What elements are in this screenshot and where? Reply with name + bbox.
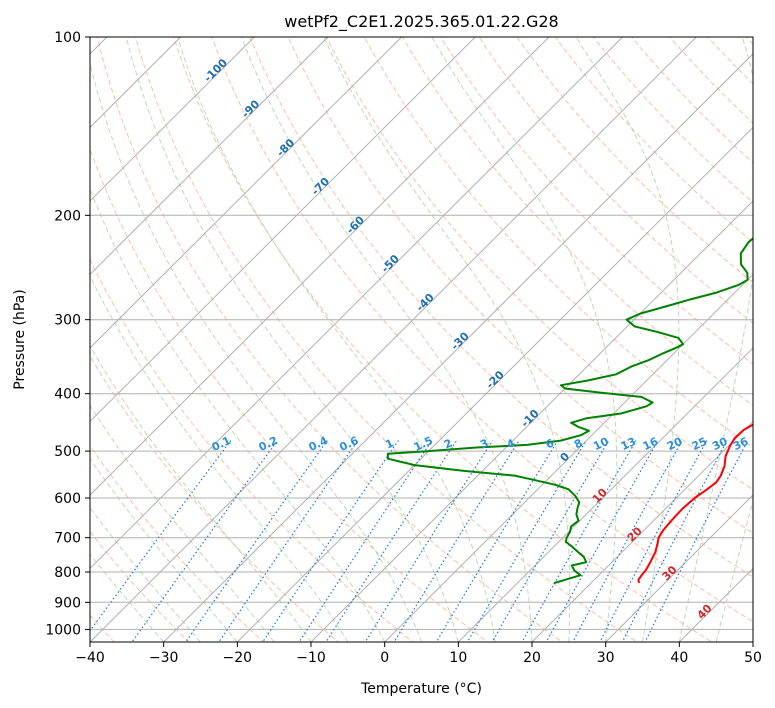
x-tick-label: 20 bbox=[523, 650, 541, 666]
y-tick-label: 600 bbox=[54, 491, 81, 507]
y-tick-label: 100 bbox=[54, 30, 81, 46]
dry-adiabat-line bbox=[249, 37, 753, 578]
isotherm-line bbox=[90, 37, 623, 570]
dry-adiabat-line bbox=[211, 37, 753, 623]
x-tick-label: −30 bbox=[149, 650, 179, 666]
moist-adiabat-line bbox=[90, 457, 238, 642]
isotherm-line bbox=[90, 37, 329, 276]
dry-adiabat-line bbox=[516, 37, 753, 284]
moist-adiabat-line bbox=[90, 61, 422, 642]
mixing-ratio-line bbox=[435, 440, 559, 642]
mixing-ratio-line bbox=[572, 440, 683, 642]
mixing-ratio-line bbox=[545, 440, 659, 642]
isotherm-line bbox=[384, 273, 753, 642]
moist-adiabat-line bbox=[678, 37, 753, 642]
x-tick-label: 30 bbox=[597, 650, 615, 666]
mixing-ratio-lines bbox=[90, 440, 749, 642]
mixing-ratio-line bbox=[466, 440, 587, 642]
moist-adiabat-line bbox=[715, 499, 753, 642]
isotherm-line bbox=[90, 37, 697, 642]
dry-adiabat-line bbox=[478, 37, 753, 324]
y-tick-label: 500 bbox=[54, 444, 81, 460]
dry-adiabat-line bbox=[90, 445, 265, 642]
y-tick-label: 1000 bbox=[45, 622, 81, 638]
y-axis-label: Pressure (hPa) bbox=[12, 289, 28, 389]
mixing-ratio-line bbox=[644, 440, 749, 642]
moist-adiabat-line bbox=[90, 553, 165, 642]
dewpoint-line bbox=[386, 237, 753, 584]
isotherm-line bbox=[605, 494, 753, 642]
mixing-ratio-line bbox=[325, 440, 458, 642]
mixing-ratio-label: 25 bbox=[690, 435, 709, 453]
y-tick-label: 900 bbox=[54, 595, 81, 611]
isotherm-line bbox=[163, 53, 753, 642]
dry-adiabats bbox=[90, 37, 753, 642]
x-tick-label: 50 bbox=[744, 650, 762, 666]
axis-ticks: −40 −30 −20 −10 0 10 20 30 40 50 100 200 300 400 500 60… bbox=[45, 30, 762, 666]
mixing-ratio-line bbox=[491, 440, 610, 642]
isotherm-line bbox=[90, 37, 402, 349]
x-tick-label: −20 bbox=[223, 650, 253, 666]
mixing-ratio-label: 16 bbox=[641, 435, 661, 453]
plot-area: 0.1 0.2 0.4 0.6 1 1.5 2 3 4 6 8 10 13 16 20 25 30 36-100-… bbox=[90, 37, 753, 642]
dry-adiabat-line bbox=[96, 37, 564, 642]
mixing-ratio-label: 20 bbox=[665, 435, 685, 453]
y-tick-label: 800 bbox=[54, 565, 81, 581]
dry-adiabat-line bbox=[134, 37, 638, 642]
isotherm-line bbox=[90, 37, 476, 423]
moist-adiabat-line bbox=[431, 37, 618, 642]
isotherms bbox=[90, 37, 753, 642]
mixing-ratio-line bbox=[262, 440, 399, 642]
isotherm-line bbox=[457, 347, 753, 642]
moist-adiabat-line bbox=[90, 404, 275, 642]
y-tick-label: 200 bbox=[54, 208, 81, 224]
moist-adiabat-line bbox=[177, 37, 496, 642]
y-tick-label: 700 bbox=[54, 531, 81, 547]
moist-adiabat-line bbox=[575, 37, 680, 642]
plot-frame bbox=[89, 36, 754, 643]
dry-adiabat-line bbox=[90, 147, 489, 642]
dry-adiabat-line bbox=[363, 37, 753, 448]
isotherm-line bbox=[531, 420, 753, 642]
dry-adiabat-line bbox=[90, 530, 190, 642]
dry-adiabat-line bbox=[173, 37, 713, 642]
x-tick-label: −10 bbox=[296, 650, 326, 666]
mixing-ratio-label: 13 bbox=[619, 435, 638, 453]
mixing-ratio-label: 36 bbox=[731, 435, 751, 453]
moist-adiabat-line bbox=[90, 274, 349, 642]
moist-adiabat-line bbox=[90, 187, 386, 642]
mixing-ratio-line bbox=[621, 440, 728, 642]
isotherm-line bbox=[310, 200, 753, 642]
x-tick-label: 10 bbox=[449, 650, 467, 666]
isotherm-line bbox=[90, 37, 550, 496]
x-axis-label: Temperature (°C) bbox=[360, 681, 482, 697]
moist-adiabat-line bbox=[90, 506, 201, 642]
mixing-ratio-label: 30 bbox=[710, 435, 730, 453]
chart-title: wetPf2_C2E1.2025.365.01.22.G28 bbox=[284, 12, 558, 32]
mixing-ratio-label: 10 bbox=[591, 435, 611, 453]
sounding-series bbox=[386, 237, 753, 584]
x-tick-label: 40 bbox=[670, 650, 688, 666]
moist-adiabat-line bbox=[125, 37, 459, 642]
mixing-ratio-line bbox=[599, 440, 708, 642]
mixing-ratio-line bbox=[521, 440, 637, 642]
mixing-ratio-line bbox=[131, 440, 278, 642]
pressure-gridlines bbox=[90, 37, 753, 630]
isotherm-line bbox=[90, 37, 255, 202]
isotherm-line bbox=[236, 126, 753, 642]
x-tick-label: 0 bbox=[380, 650, 389, 666]
temperature-line bbox=[637, 423, 753, 584]
y-tick-label: 400 bbox=[54, 387, 81, 403]
y-tick-label: 300 bbox=[54, 313, 81, 329]
mixing-ratio-line bbox=[364, 440, 494, 642]
moist-adiabat-line bbox=[241, 37, 533, 642]
x-tick-label: −40 bbox=[75, 650, 105, 666]
dry-adiabat-line bbox=[90, 258, 414, 642]
